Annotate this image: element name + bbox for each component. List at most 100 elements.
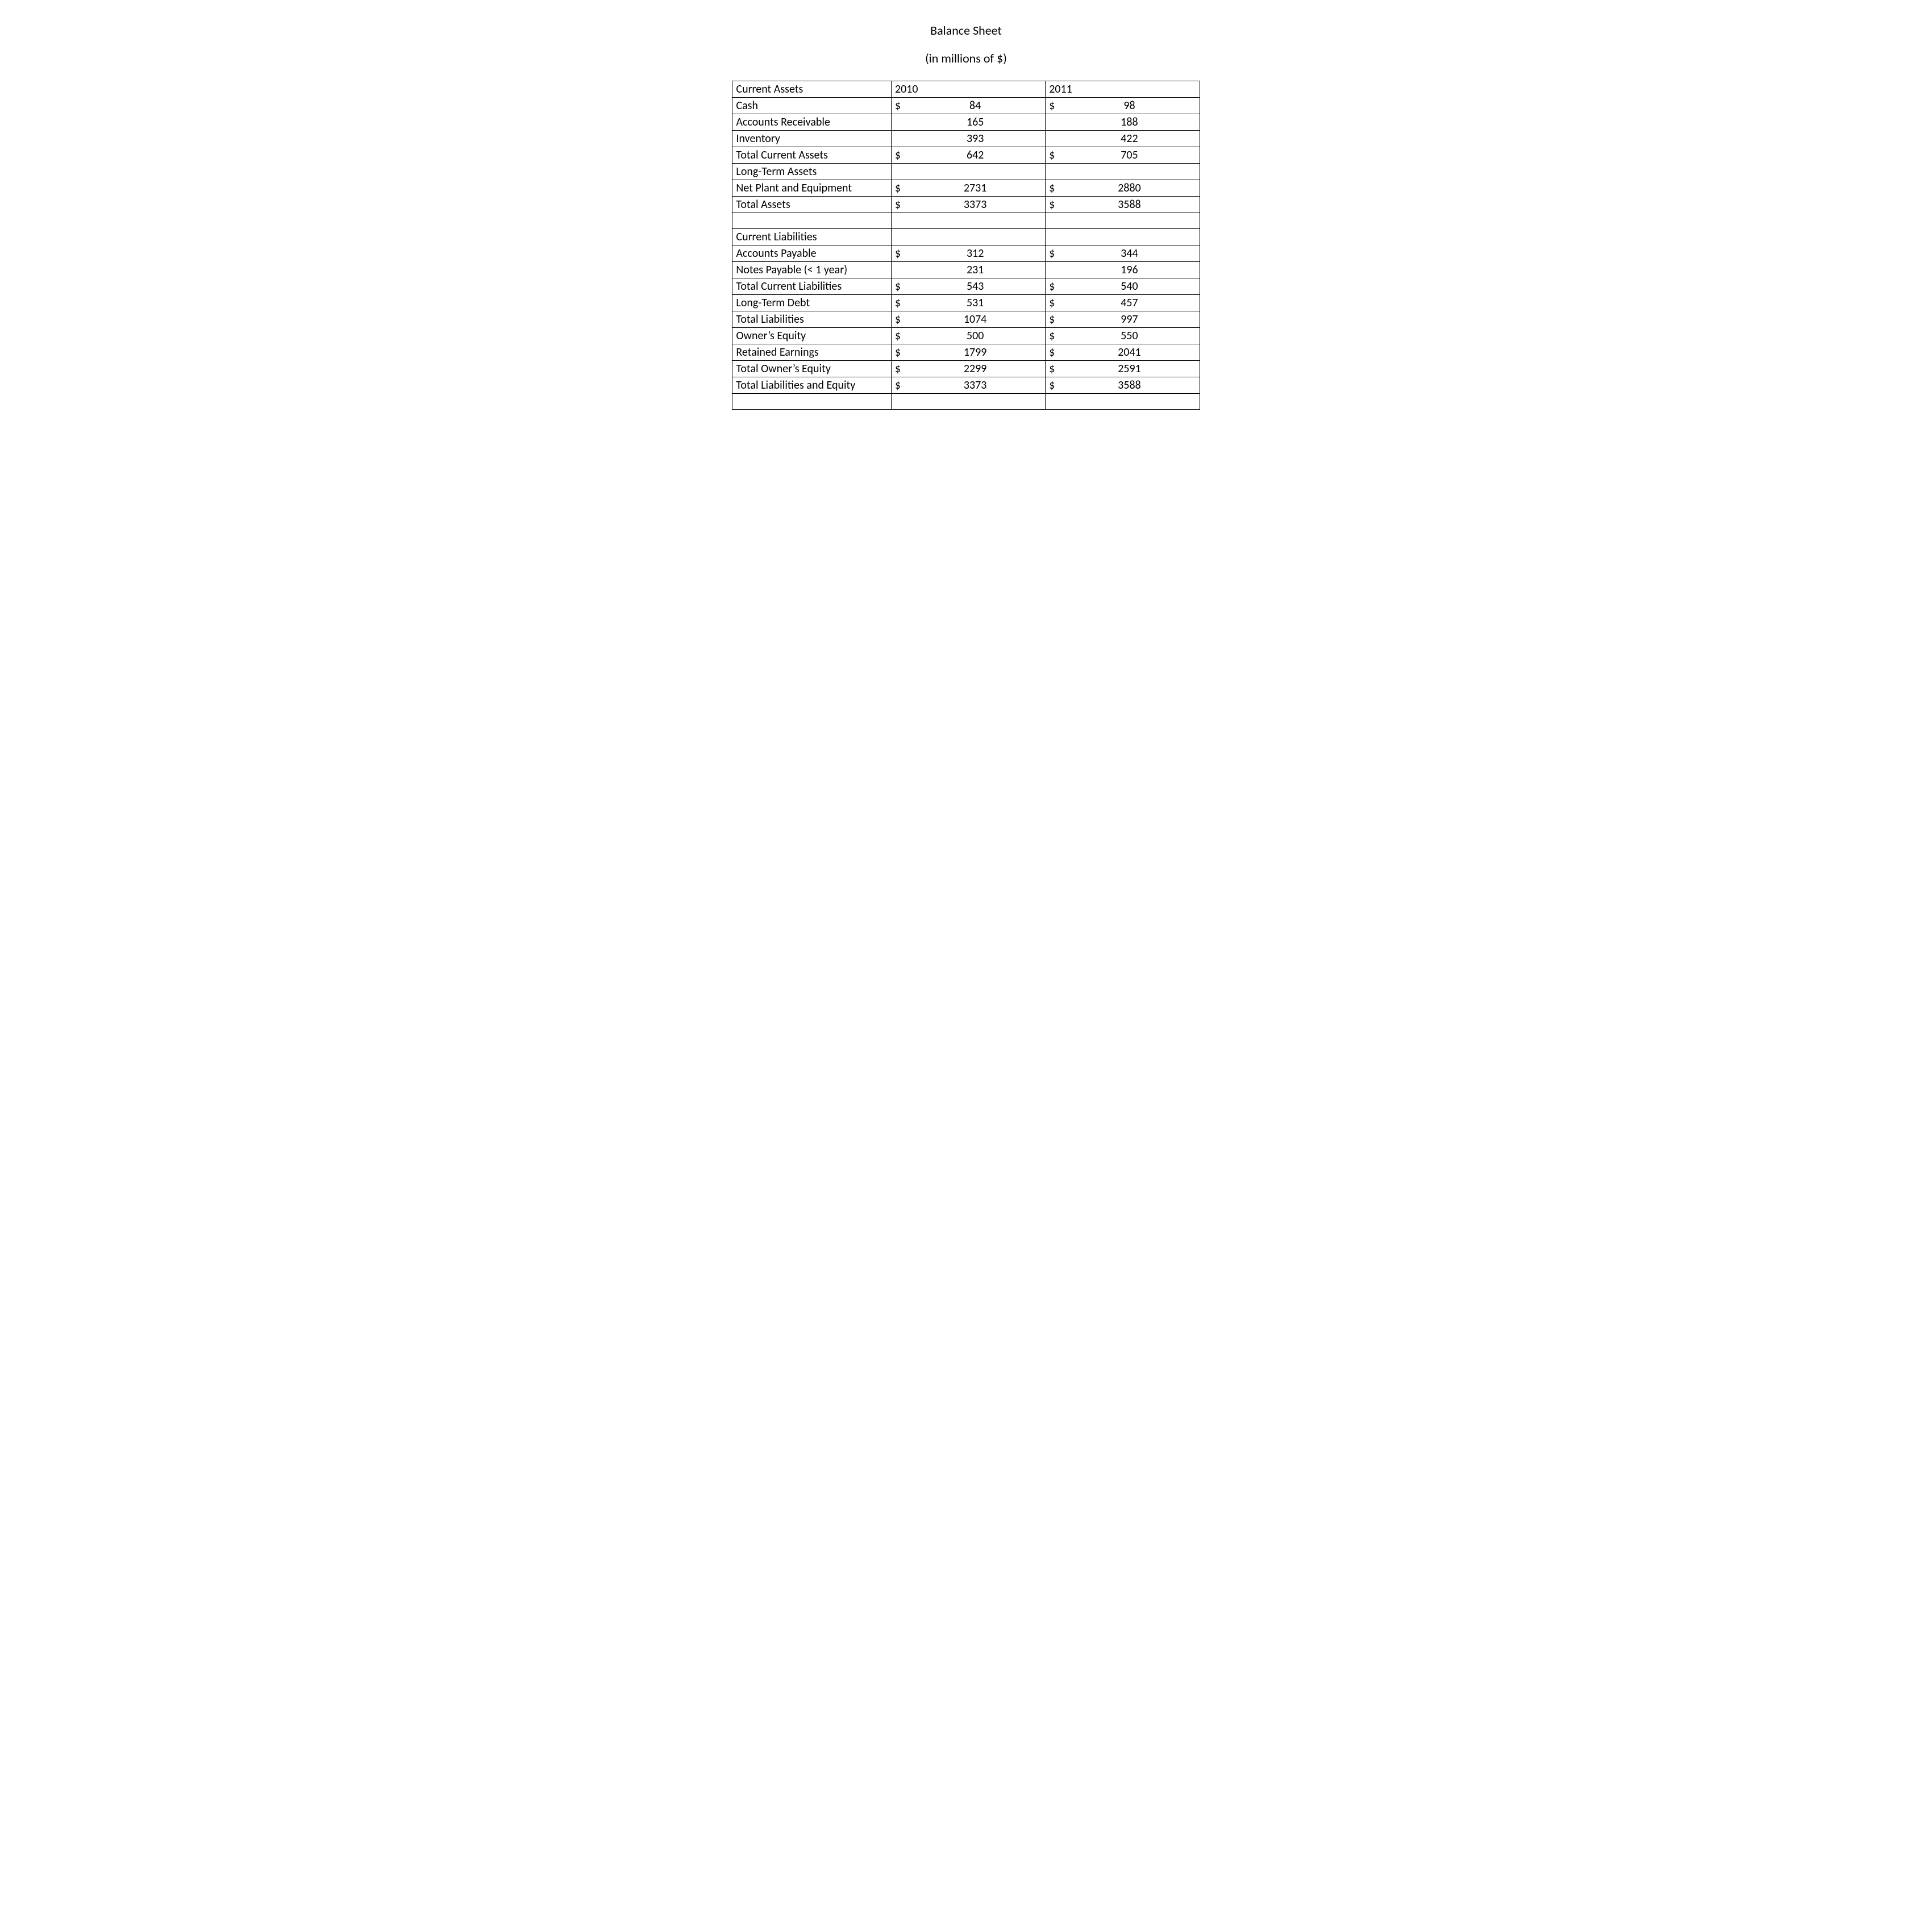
currency-symbol: $ bbox=[891, 311, 905, 328]
table-row: Retained Earnings$1799$2041 bbox=[732, 344, 1200, 361]
currency-symbol bbox=[891, 131, 905, 147]
row-label bbox=[732, 394, 892, 410]
currency-symbol bbox=[891, 164, 905, 180]
row-label: Total Owner’s Equity bbox=[732, 361, 892, 377]
row-label: Owner’s Equity bbox=[732, 328, 892, 344]
currency-symbol: $ bbox=[1046, 197, 1060, 213]
table-row: Total Assets$3373$3588 bbox=[732, 197, 1200, 213]
value-year2 bbox=[1059, 394, 1200, 410]
currency-symbol bbox=[891, 114, 905, 131]
table-row: Current Assets20102011 bbox=[732, 81, 1200, 98]
value-year2: 344 bbox=[1059, 245, 1200, 262]
page-subtitle: (in millions of $) bbox=[688, 51, 1244, 66]
row-label: Cash bbox=[732, 98, 892, 114]
value-year2 bbox=[1059, 229, 1200, 245]
balance-sheet-table: Current Assets20102011Cash$84$98Accounts… bbox=[732, 81, 1200, 410]
row-label: Accounts Receivable bbox=[732, 114, 892, 131]
table-row: Notes Payable (< 1 year)231196 bbox=[732, 262, 1200, 278]
value-year1 bbox=[905, 394, 1046, 410]
currency-symbol bbox=[891, 394, 905, 410]
value-year2: 422 bbox=[1059, 131, 1200, 147]
value-year2: 188 bbox=[1059, 114, 1200, 131]
value-year1 bbox=[905, 229, 1046, 245]
value-year2: 2880 bbox=[1059, 180, 1200, 197]
currency-symbol bbox=[1046, 131, 1060, 147]
currency-symbol bbox=[891, 213, 905, 229]
year2-header: 2011 bbox=[1046, 81, 1200, 98]
currency-symbol bbox=[1046, 262, 1060, 278]
row-label bbox=[732, 213, 892, 229]
value-year2: 2591 bbox=[1059, 361, 1200, 377]
table-row: Accounts Payable$312$344 bbox=[732, 245, 1200, 262]
currency-symbol bbox=[1046, 114, 1060, 131]
currency-symbol: $ bbox=[1046, 278, 1060, 295]
table-row: Total Current Liabilities$543$540 bbox=[732, 278, 1200, 295]
value-year1: 2299 bbox=[905, 361, 1046, 377]
currency-symbol: $ bbox=[1046, 245, 1060, 262]
value-year1 bbox=[905, 213, 1046, 229]
table-row: Cash$84$98 bbox=[732, 98, 1200, 114]
value-year1: 231 bbox=[905, 262, 1046, 278]
row-label: Long-Term Assets bbox=[732, 164, 892, 180]
value-year1: 84 bbox=[905, 98, 1046, 114]
row-label: Accounts Payable bbox=[732, 245, 892, 262]
value-year2: 457 bbox=[1059, 295, 1200, 311]
value-year1: 642 bbox=[905, 147, 1046, 164]
table-row: Total Owner’s Equity$2299$2591 bbox=[732, 361, 1200, 377]
currency-symbol bbox=[891, 262, 905, 278]
year1-header: 2010 bbox=[891, 81, 1045, 98]
currency-symbol bbox=[1046, 164, 1060, 180]
currency-symbol bbox=[1046, 213, 1060, 229]
row-label: Total Assets bbox=[732, 197, 892, 213]
currency-symbol: $ bbox=[891, 328, 905, 344]
currency-symbol: $ bbox=[891, 344, 905, 361]
table-row: Total Current Assets$642$705 bbox=[732, 147, 1200, 164]
currency-symbol bbox=[1046, 229, 1060, 245]
value-year1: 1799 bbox=[905, 344, 1046, 361]
value-year2: 2041 bbox=[1059, 344, 1200, 361]
table-row: Owner’s Equity$500$550 bbox=[732, 328, 1200, 344]
currency-symbol: $ bbox=[1046, 361, 1060, 377]
currency-symbol: $ bbox=[891, 180, 905, 197]
value-year1: 531 bbox=[905, 295, 1046, 311]
balance-sheet-page: Balance Sheet (in millions of $) Current… bbox=[688, 23, 1244, 410]
table-row: Current Liabilities bbox=[732, 229, 1200, 245]
value-year2: 196 bbox=[1059, 262, 1200, 278]
table-row: Long-Term Debt$531$457 bbox=[732, 295, 1200, 311]
value-year1: 1074 bbox=[905, 311, 1046, 328]
value-year1: 312 bbox=[905, 245, 1046, 262]
row-label: Total Liabilities and Equity bbox=[732, 377, 892, 394]
value-year2 bbox=[1059, 213, 1200, 229]
value-year2: 550 bbox=[1059, 328, 1200, 344]
row-label: Net Plant and Equipment bbox=[732, 180, 892, 197]
currency-symbol: $ bbox=[891, 197, 905, 213]
value-year1: 543 bbox=[905, 278, 1046, 295]
value-year2: 3588 bbox=[1059, 377, 1200, 394]
row-label: Inventory bbox=[732, 131, 892, 147]
currency-symbol: $ bbox=[1046, 180, 1060, 197]
currency-symbol: $ bbox=[891, 98, 905, 114]
value-year2: 98 bbox=[1059, 98, 1200, 114]
row-label: Total Current Liabilities bbox=[732, 278, 892, 295]
table-row: Accounts Receivable165188 bbox=[732, 114, 1200, 131]
currency-symbol: $ bbox=[891, 361, 905, 377]
row-label: Current Liabilities bbox=[732, 229, 892, 245]
currency-symbol: $ bbox=[1046, 147, 1060, 164]
value-year2: 3588 bbox=[1059, 197, 1200, 213]
table-row: Total Liabilities$1074$997 bbox=[732, 311, 1200, 328]
row-label: Total Liabilities bbox=[732, 311, 892, 328]
currency-symbol: $ bbox=[891, 278, 905, 295]
currency-symbol: $ bbox=[891, 295, 905, 311]
currency-symbol: $ bbox=[891, 147, 905, 164]
currency-symbol bbox=[891, 229, 905, 245]
table-row: Net Plant and Equipment$2731$2880 bbox=[732, 180, 1200, 197]
row-label: Total Current Assets bbox=[732, 147, 892, 164]
value-year2 bbox=[1059, 164, 1200, 180]
value-year2: 540 bbox=[1059, 278, 1200, 295]
value-year1: 3373 bbox=[905, 197, 1046, 213]
currency-symbol: $ bbox=[1046, 328, 1060, 344]
currency-symbol: $ bbox=[1046, 344, 1060, 361]
currency-symbol: $ bbox=[1046, 311, 1060, 328]
value-year2: 705 bbox=[1059, 147, 1200, 164]
value-year1: 3373 bbox=[905, 377, 1046, 394]
